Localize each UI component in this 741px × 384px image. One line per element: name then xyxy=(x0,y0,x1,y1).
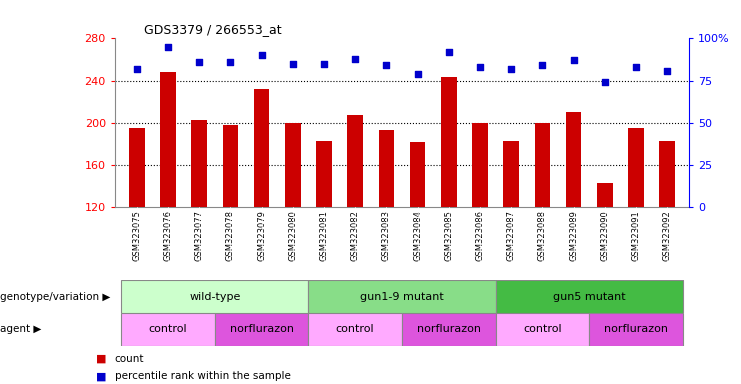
Point xyxy=(380,62,392,68)
Text: gun1-9 mutant: gun1-9 mutant xyxy=(360,291,444,302)
Text: count: count xyxy=(115,354,144,364)
Text: norflurazon: norflurazon xyxy=(604,324,668,334)
Bar xyxy=(659,141,675,207)
Point xyxy=(193,59,205,65)
Point xyxy=(130,66,142,72)
Bar xyxy=(496,280,683,313)
Text: control: control xyxy=(336,324,374,334)
Point xyxy=(568,57,579,63)
Point xyxy=(412,71,424,77)
Bar xyxy=(535,123,551,207)
Bar xyxy=(379,130,394,207)
Point xyxy=(630,64,642,70)
Point xyxy=(349,56,361,62)
Point xyxy=(505,66,517,72)
Bar xyxy=(129,128,144,207)
Bar xyxy=(410,142,425,207)
Point xyxy=(225,59,236,65)
Bar xyxy=(496,313,589,346)
Bar xyxy=(160,72,176,207)
Text: percentile rank within the sample: percentile rank within the sample xyxy=(115,371,290,381)
Bar xyxy=(402,313,496,346)
Text: control: control xyxy=(523,324,562,334)
Point xyxy=(599,79,611,85)
Point xyxy=(287,61,299,67)
Bar xyxy=(215,313,308,346)
Point xyxy=(443,49,455,55)
Bar xyxy=(503,141,519,207)
Text: genotype/variation ▶: genotype/variation ▶ xyxy=(0,291,110,302)
Bar xyxy=(316,141,332,207)
Bar xyxy=(191,120,207,207)
Point xyxy=(474,64,486,70)
Text: control: control xyxy=(149,324,187,334)
Bar xyxy=(472,123,488,207)
Bar xyxy=(222,125,238,207)
Bar xyxy=(348,116,363,207)
Bar xyxy=(285,123,301,207)
Text: GDS3379 / 266553_at: GDS3379 / 266553_at xyxy=(144,23,281,36)
Bar xyxy=(441,78,456,207)
Bar xyxy=(308,280,496,313)
Text: gun5 mutant: gun5 mutant xyxy=(553,291,625,302)
Text: agent ▶: agent ▶ xyxy=(0,324,41,334)
Bar xyxy=(121,280,308,313)
Point xyxy=(536,62,548,68)
Bar xyxy=(589,313,683,346)
Point xyxy=(256,52,268,58)
Bar xyxy=(121,313,215,346)
Bar xyxy=(253,89,269,207)
Bar xyxy=(597,183,613,207)
Bar xyxy=(628,128,644,207)
Point xyxy=(318,61,330,67)
Bar xyxy=(566,112,582,207)
Text: wild-type: wild-type xyxy=(189,291,240,302)
Bar xyxy=(308,313,402,346)
Text: norflurazon: norflurazon xyxy=(230,324,293,334)
Text: ■: ■ xyxy=(96,371,107,381)
Text: norflurazon: norflurazon xyxy=(416,324,481,334)
Point xyxy=(662,68,674,74)
Text: ■: ■ xyxy=(96,354,107,364)
Point xyxy=(162,44,174,50)
